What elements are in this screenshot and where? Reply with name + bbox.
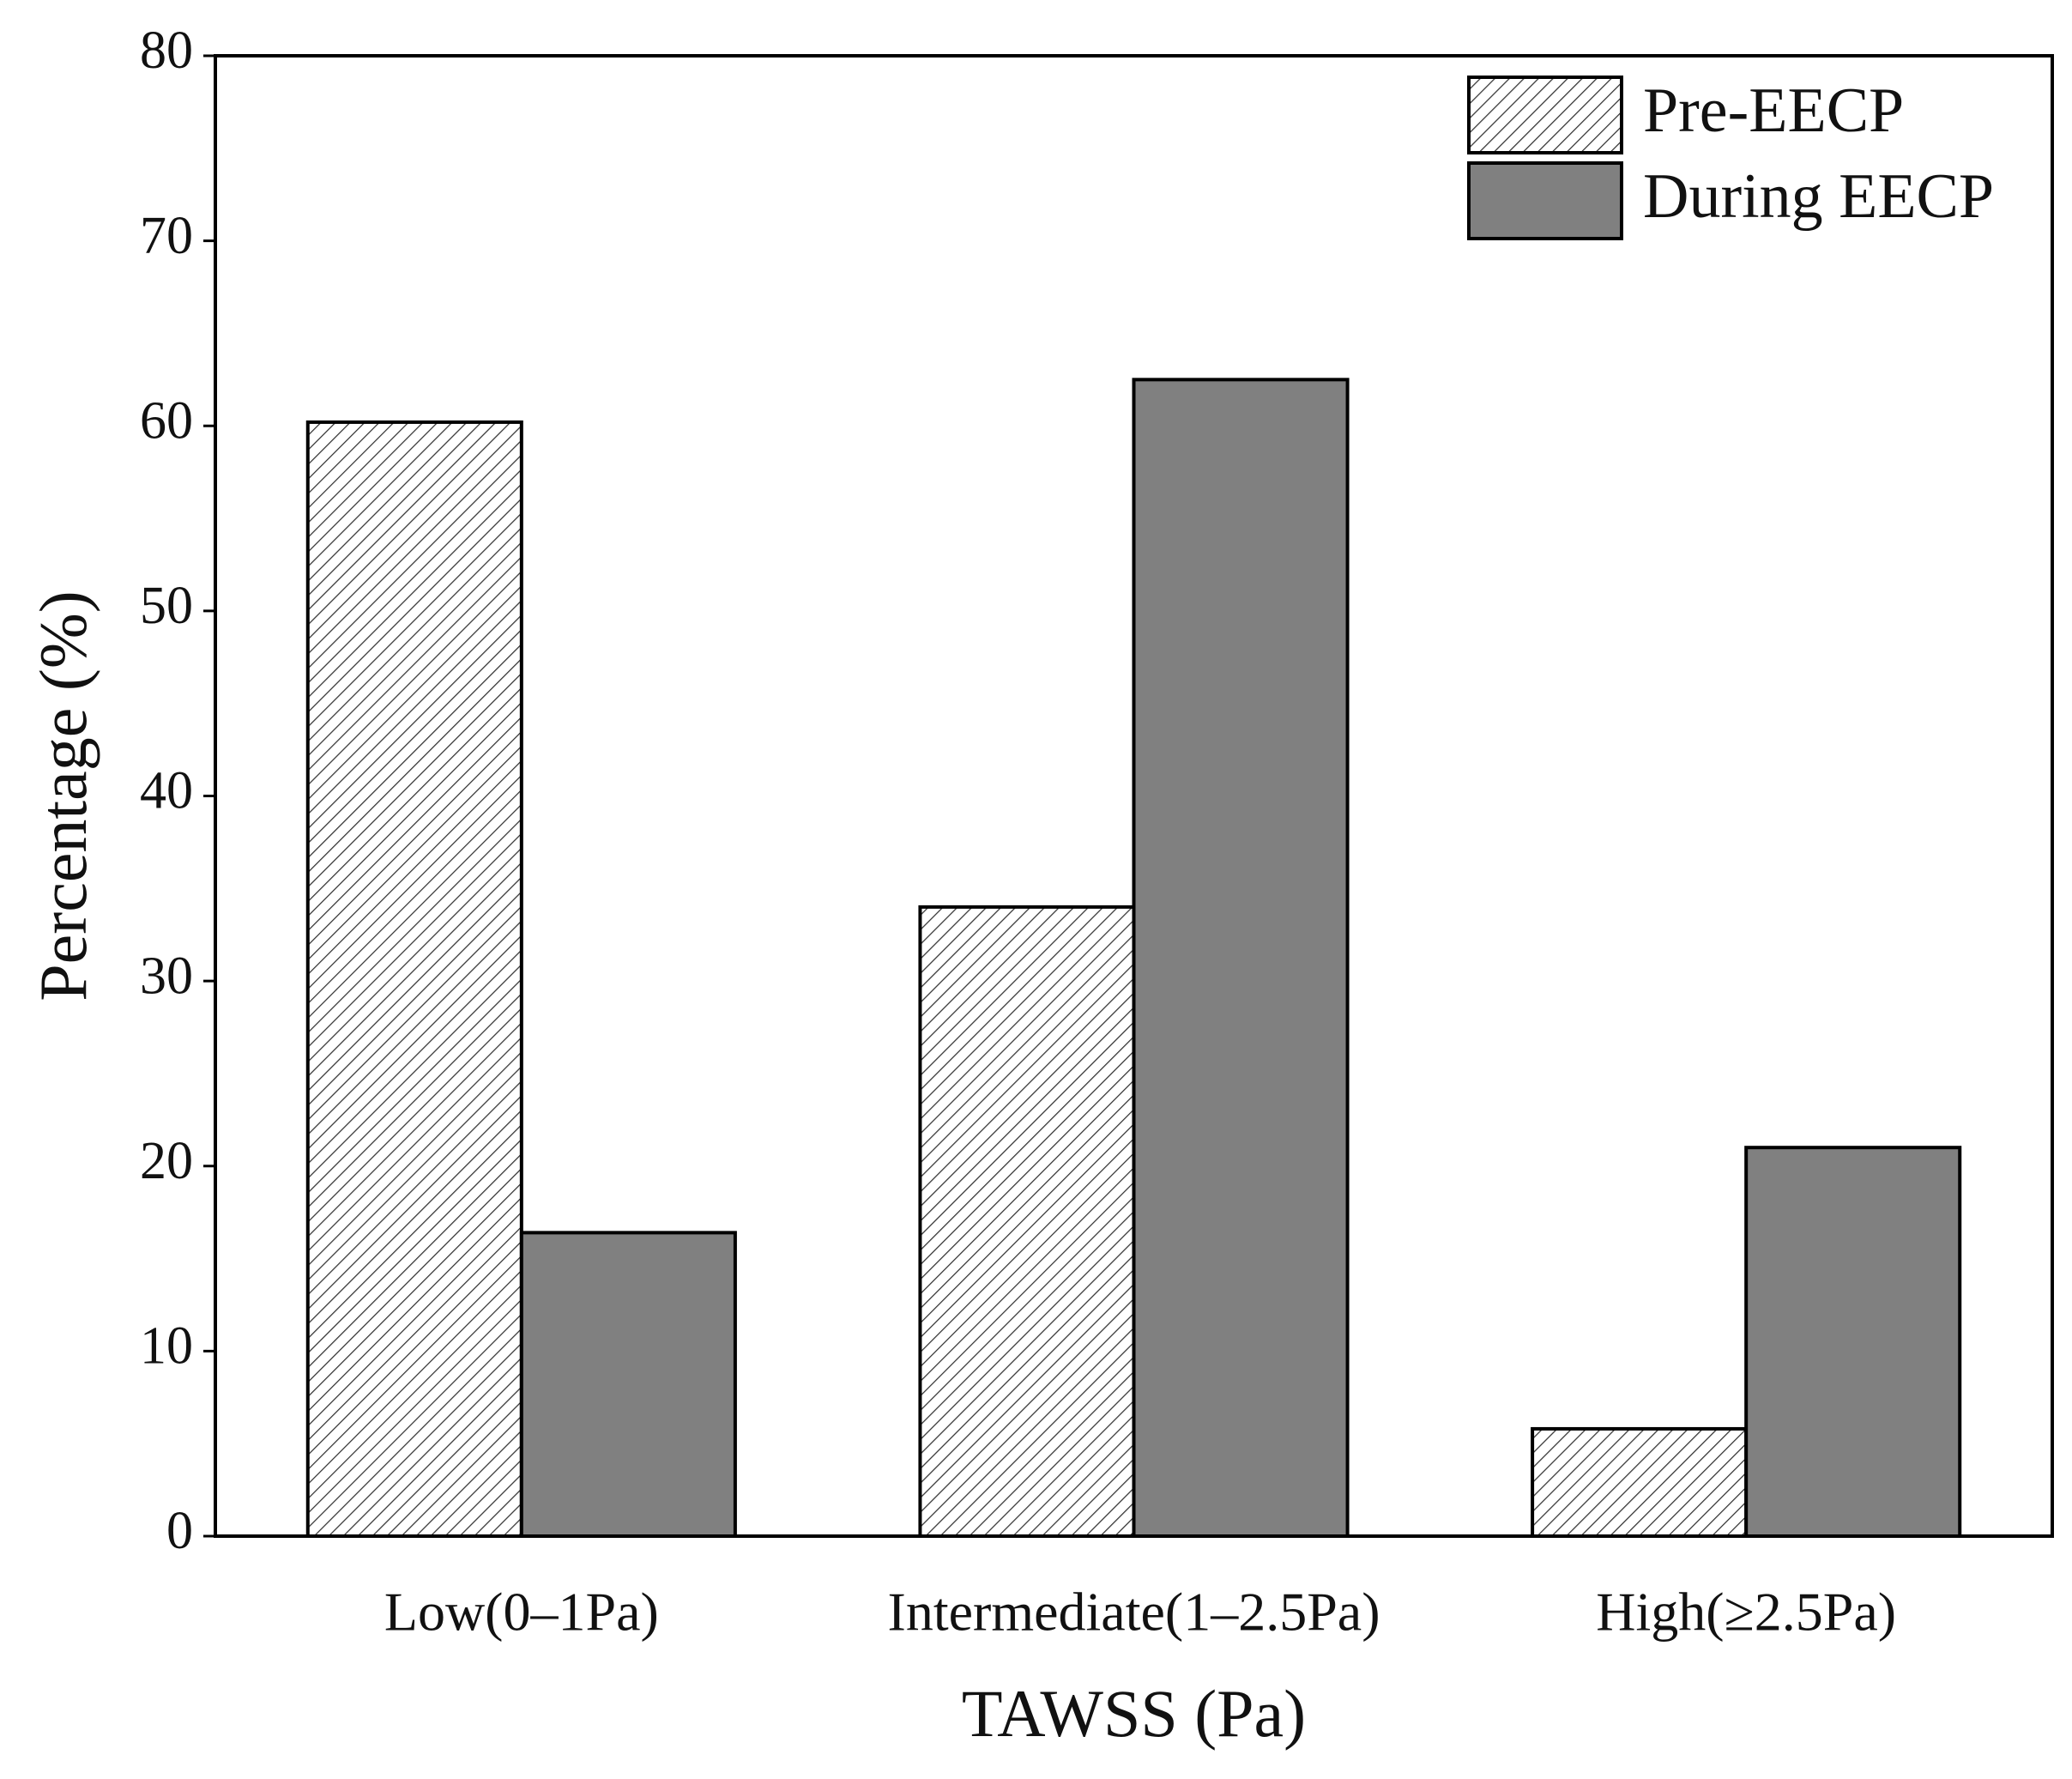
x-tick-label: High(≥2.5Pa) <box>1596 1582 1896 1643</box>
y-tick-label: 80 <box>140 21 193 80</box>
legend-swatch <box>1467 161 1623 240</box>
x-tick-label: Low(0–1Pa) <box>384 1582 659 1643</box>
y-tick-label: 30 <box>140 947 193 1005</box>
legend-label: Pre-EECP <box>1643 76 1904 146</box>
x-tick-label: Intermediate(1–2.5Pa) <box>888 1582 1380 1643</box>
bar <box>1744 1146 1962 1538</box>
y-tick-label: 10 <box>140 1317 193 1376</box>
legend-label: During EECP <box>1643 161 1994 232</box>
bar <box>305 420 523 1538</box>
bar <box>918 905 1136 1538</box>
plot-frame <box>214 54 2054 1538</box>
y-tick-label: 20 <box>140 1132 193 1190</box>
bar <box>1132 378 1350 1538</box>
bar <box>519 1231 737 1538</box>
bar <box>1531 1426 1749 1538</box>
y-tick-label: 60 <box>140 391 193 450</box>
y-tick-label: 0 <box>166 1502 193 1560</box>
y-tick-label: 70 <box>140 207 193 265</box>
legend-swatch <box>1467 76 1623 154</box>
x-axis-title: TAWSS (Pa) <box>962 1676 1306 1751</box>
y-tick-label: 50 <box>140 577 193 635</box>
y-tick-label: 40 <box>140 762 193 820</box>
y-axis-title: Percentage (%) <box>26 590 100 1001</box>
